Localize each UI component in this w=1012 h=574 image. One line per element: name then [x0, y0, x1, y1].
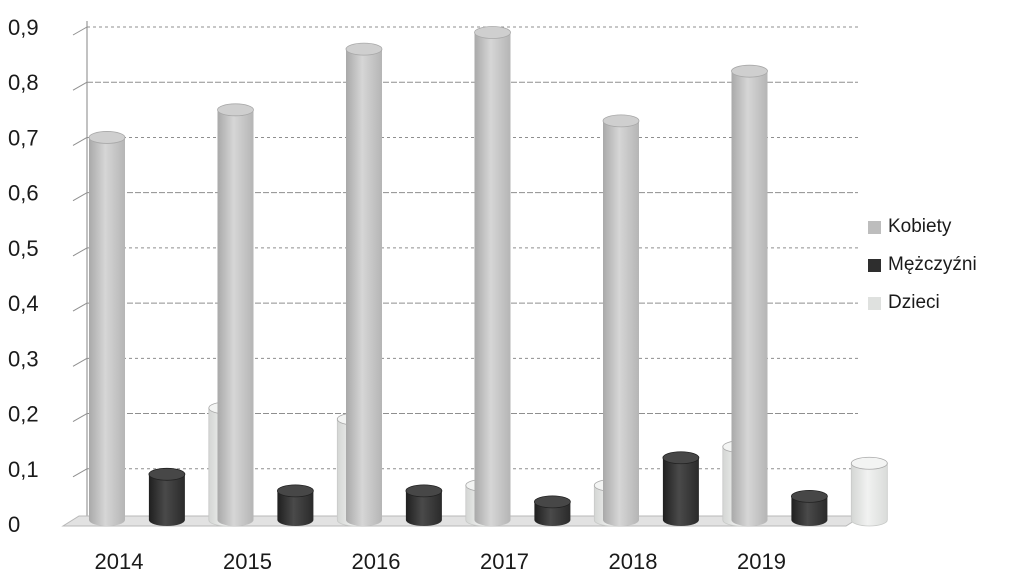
- y-tick-label: 0,4: [8, 291, 39, 316]
- x-tick-label: 2018: [609, 549, 658, 574]
- bar-cap: [791, 489, 828, 503]
- gridline-side: [72, 26, 88, 36]
- legend-swatch-mezczyzni: [868, 258, 881, 272]
- bar-kobiety-2018: [602, 114, 640, 526]
- x-tick-label: 2014: [95, 549, 144, 574]
- y-tick-label: 0,9: [8, 15, 39, 40]
- bar-body: [148, 474, 185, 526]
- y-tick-label: 0,2: [8, 402, 39, 427]
- bar-cap: [88, 131, 126, 144]
- gridline-side: [72, 357, 88, 367]
- bar-dzieci-2019: [850, 456, 888, 527]
- bar-cap: [405, 484, 443, 498]
- legend-label-kobiety: Kobiety: [888, 216, 952, 237]
- bar-mezczyzni-2018: [662, 451, 700, 526]
- legend-item-kobiety: Kobiety: [868, 208, 977, 246]
- gridline-side: [72, 468, 88, 478]
- y-tick-label: 0,7: [8, 125, 39, 150]
- bar-body: [603, 120, 639, 526]
- y-tick-label: 0,8: [8, 70, 39, 95]
- bar-cap: [850, 456, 888, 470]
- bar-body: [731, 71, 768, 526]
- gridlines: [72, 26, 858, 478]
- bar-mezczyzni-2016: [405, 484, 443, 526]
- bar-cap: [148, 467, 186, 481]
- x-tick-label: 2019: [737, 549, 786, 574]
- bar-cap: [731, 64, 768, 78]
- bar-kobiety-2014: [88, 131, 126, 526]
- bar-cap: [276, 484, 314, 498]
- bar-cap: [345, 42, 383, 56]
- legend-item-dzieci: Dzieci: [868, 284, 977, 322]
- gridline-side: [72, 137, 88, 146]
- x-axis: 2014 2015 2016 2017 2018 2019: [95, 549, 786, 574]
- bar-body: [474, 32, 511, 527]
- y-tick-label: 0,6: [8, 181, 39, 206]
- y-tick-label: 0: [8, 512, 20, 537]
- bar-body: [277, 490, 314, 526]
- bar-body: [346, 49, 382, 526]
- legend-swatch-dzieci: [868, 296, 881, 310]
- y-tick-label: 0,1: [8, 457, 39, 482]
- bar-kobiety-2019: [731, 64, 768, 526]
- gridline-side: [72, 302, 88, 312]
- x-tick-label: 2016: [352, 549, 401, 574]
- x-tick-label: 2015: [223, 549, 272, 574]
- legend-label-dzieci: Dzieci: [888, 292, 940, 313]
- y-tick-label: 0,3: [8, 346, 39, 371]
- bar-body: [534, 501, 571, 526]
- gridline-side: [72, 247, 88, 257]
- bar-mezczyzni-2014: [148, 467, 186, 526]
- x-tick-label: 2017: [480, 549, 529, 574]
- bar-kobiety-2017: [474, 26, 511, 527]
- bar-body: [405, 490, 442, 526]
- bar-mezczyzni-2015: [276, 484, 314, 526]
- bar-cap: [662, 451, 700, 465]
- y-axis: 0 0,1 0,2 0,3 0,4 0,5 0,6 0,7 0,8 0,9: [8, 15, 39, 537]
- legend-item-mezczyzni: Mężczyźni: [868, 246, 977, 284]
- legend: Kobiety Mężczyźni Dzieci: [868, 208, 977, 322]
- bar-cap: [534, 495, 571, 509]
- legend-swatch-kobiety: [868, 220, 881, 234]
- bar-kobiety-2015: [217, 103, 254, 526]
- gridline-side: [72, 413, 88, 422]
- bar-body: [850, 462, 888, 527]
- legend-label-mezczyzni: Mężczyźni: [888, 254, 977, 275]
- bar-body: [662, 457, 699, 526]
- gridline-side: [72, 81, 88, 91]
- bar-body: [217, 109, 254, 526]
- bar-body: [89, 137, 125, 526]
- bar-mezczyzni-2017: [534, 495, 571, 526]
- y-tick-label: 0,5: [8, 236, 39, 261]
- bar-kobiety-2016: [345, 42, 383, 526]
- bar-body: [791, 496, 828, 526]
- bar-cap: [474, 26, 511, 39]
- bar-cap: [602, 114, 640, 128]
- gridline-side: [72, 192, 88, 202]
- bar-mezczyzni-2019: [791, 489, 828, 526]
- bar-cap: [217, 103, 254, 117]
- bars: [88, 26, 888, 527]
